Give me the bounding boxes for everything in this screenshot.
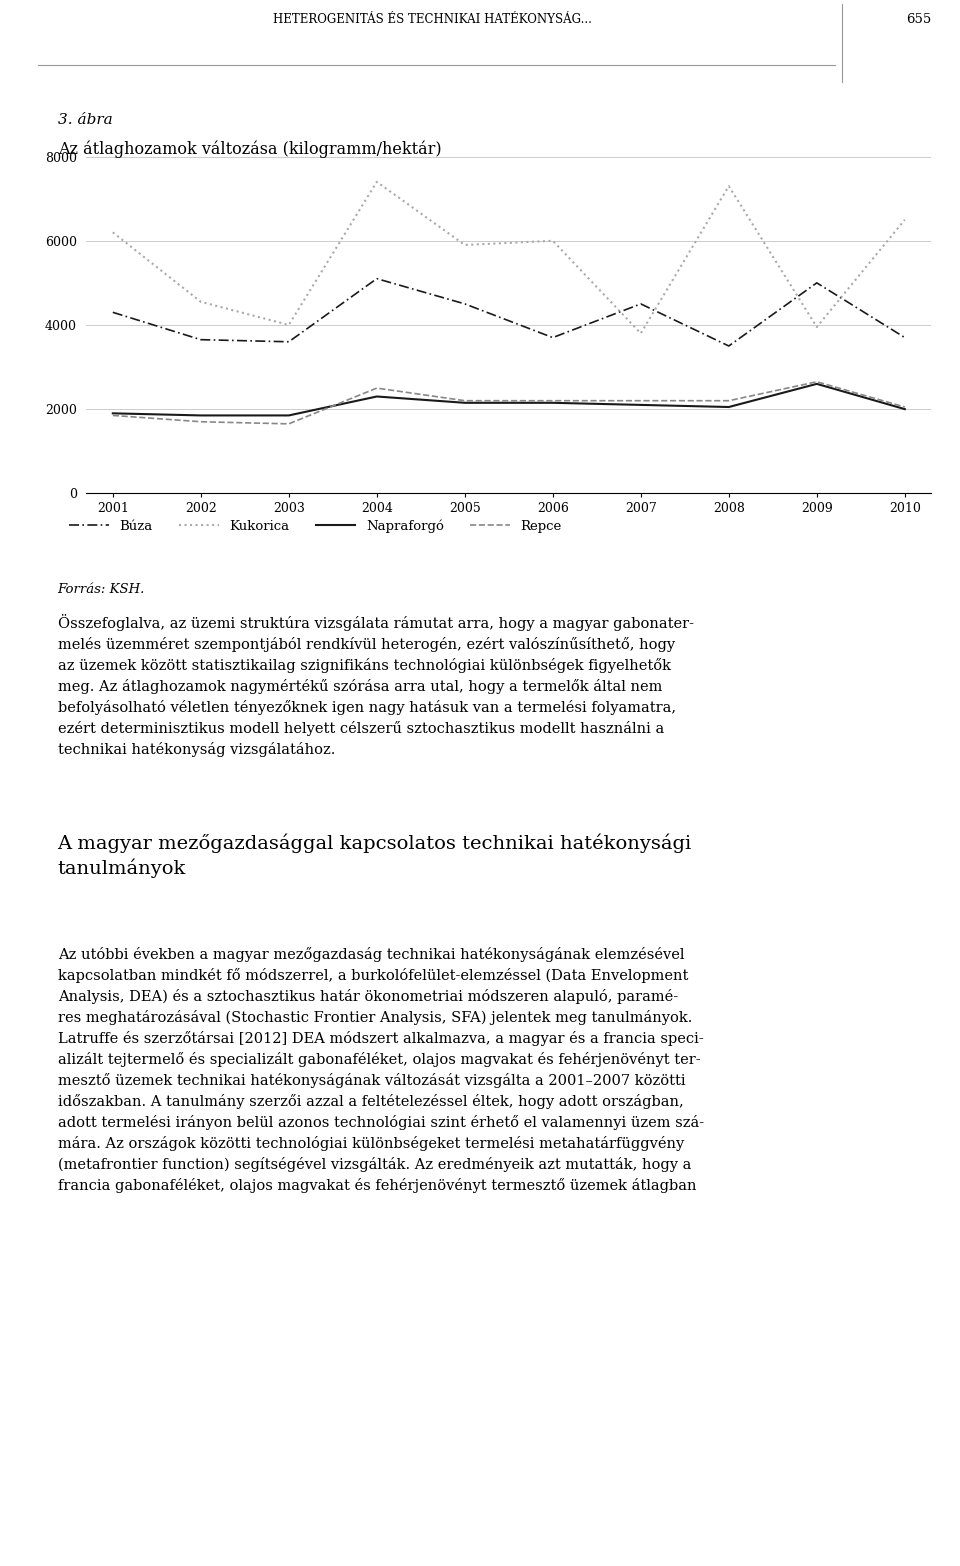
Text: Összefoglalva, az üzemi struktúra vizsgálata rámutat arra, hogy a magyar gabonat: Összefoglalva, az üzemi struktúra vizsgá… <box>58 614 693 756</box>
Text: A magyar mezőgazdasággal kapcsolatos technikai hatékonysági
tanulmányok: A magyar mezőgazdasággal kapcsolatos tec… <box>58 833 692 879</box>
Text: HETEROGENITÁS ÉS TECHNIKAI HATÉKONYSÁG...: HETEROGENITÁS ÉS TECHNIKAI HATÉKONYSÁG..… <box>273 13 591 27</box>
Text: Az utóbbi években a magyar mezőgazdaság technikai hatékonyságának elemzésével
ka: Az utóbbi években a magyar mezőgazdaság … <box>58 947 704 1193</box>
Text: Forrás: KSH.: Forrás: KSH. <box>58 583 145 595</box>
Text: 655: 655 <box>906 13 931 27</box>
Text: Az átlaghozamok változása (kilogramm/hektár): Az átlaghozamok változása (kilogramm/hek… <box>58 141 442 158</box>
Legend: Búza, Kukorica, Napraforgó, Repce: Búza, Kukorica, Napraforgó, Repce <box>64 514 567 539</box>
Text: 3. ábra: 3. ábra <box>58 113 112 127</box>
